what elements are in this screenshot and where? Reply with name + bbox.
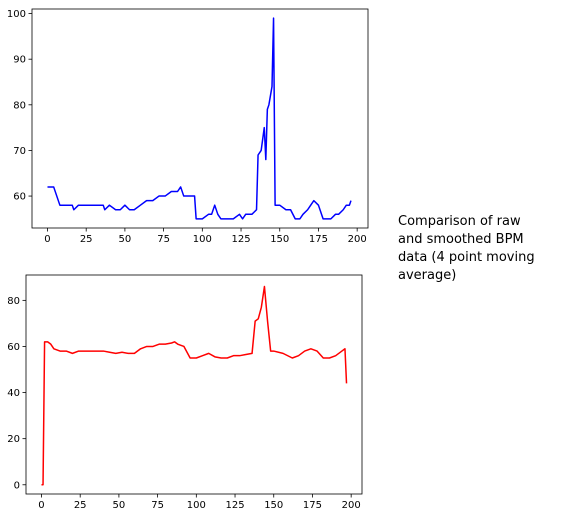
chart-1-x-tick-label: 200: [348, 234, 367, 245]
chart-caption: Comparison of raw and smoothed BPM data …: [398, 214, 535, 283]
chart-1-x-tick-label: 75: [157, 234, 170, 245]
chart-2-y-tick-label: 60: [7, 342, 20, 353]
chart-1-y-tick-label: 90: [13, 55, 26, 66]
chart-1-y-tick-label: 60: [13, 192, 26, 203]
chart-2-x-tick-label: 25: [74, 500, 87, 511]
chart-1-x-tick-label: 125: [231, 234, 250, 245]
chart-2-series-line-1: [41, 285, 348, 486]
chart-2-frame: [25, 274, 363, 495]
chart-1-frame: [31, 8, 369, 229]
chart-2-x-tick-label: 50: [113, 500, 126, 511]
chart-1-x-tick-label: 50: [119, 234, 132, 245]
chart-1-y-tick-label: 70: [13, 146, 26, 157]
chart-2-y-tick-label: 0: [14, 480, 20, 491]
chart-2-x-tick-label: 100: [187, 500, 206, 511]
chart-2-x-tick-label: 75: [151, 500, 164, 511]
chart-2-x-tick-label: 150: [264, 500, 283, 511]
chart-1-x-tick-label: 0: [44, 234, 50, 245]
chart-1-x-tick-label: 150: [270, 234, 289, 245]
chart-2-y-tick-label: 80: [7, 296, 20, 307]
chart-2-y-tick-label: 20: [7, 434, 20, 445]
chart-2-x-tick-label: 175: [303, 500, 322, 511]
chart-1-x-tick-label: 175: [309, 234, 328, 245]
chart-2-x-tick-label: 200: [342, 500, 361, 511]
chart-2-x-tick-label: 125: [225, 500, 244, 511]
chart-2-x-tick-label: 0: [38, 500, 44, 511]
chart-2-y-tick-label: 40: [7, 388, 20, 399]
chart-1-x-tick-label: 25: [80, 234, 93, 245]
chart-1-series-line-1: [47, 17, 352, 220]
chart-1-x-tick-label: 100: [193, 234, 212, 245]
chart-1-y-tick-label: 100: [7, 9, 26, 20]
chart-1-y-tick-label: 80: [13, 100, 26, 111]
